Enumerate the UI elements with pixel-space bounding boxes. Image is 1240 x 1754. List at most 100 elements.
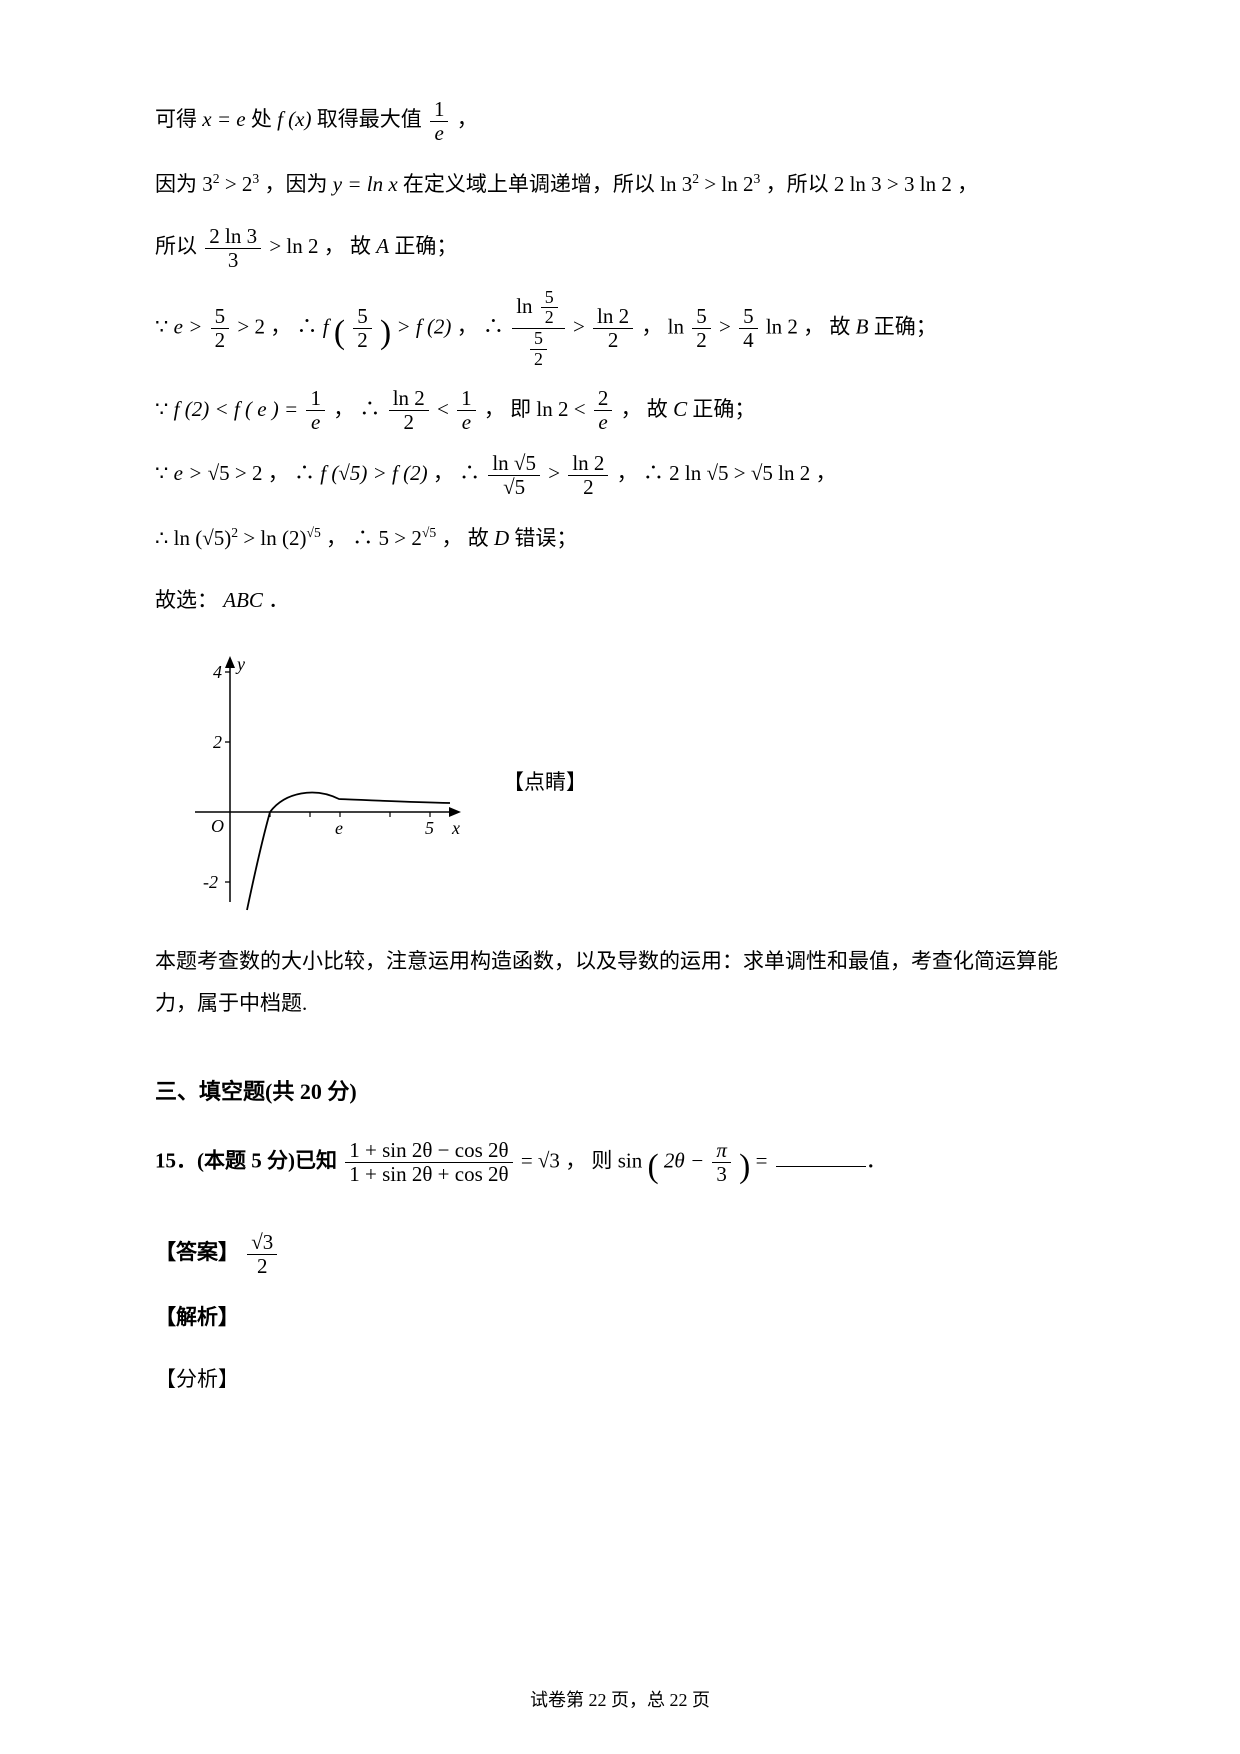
frac-1-e: 1 e: [306, 387, 325, 434]
solution-line-6: ∵ e > √5 > 2 ， ∴ f (√5) > f (2) ， ∴ ln √…: [155, 450, 1085, 499]
solution-line-7: ∴ ln (√5)2 > ln (2)√5 ， ∴ 5 > 2√5 ， 故 D …: [155, 515, 1085, 561]
answer-abc: ABC: [223, 588, 263, 612]
text: ， ∴: [433, 461, 480, 485]
text: 正确；: [394, 234, 457, 258]
text: ， 故: [803, 314, 856, 338]
math: 5 > 2: [379, 526, 422, 550]
math-x-eq-e: x = e: [202, 107, 245, 131]
text: 正确；: [874, 314, 937, 338]
answer-block: 【答案】 √3 2: [155, 1229, 1085, 1278]
math: f (2) < f ( e ) =: [174, 397, 299, 421]
label-D: D: [494, 526, 509, 550]
page-footer: 试卷第 22 页，总 22 页: [0, 1682, 1240, 1718]
label-B: B: [856, 314, 869, 338]
graph-row: 2 4 -2 e 5 x y O 【点睛】: [175, 642, 1085, 922]
q15-prefix: 15．(本题 5 分)已知: [155, 1148, 337, 1172]
math: > 2: [235, 461, 263, 485]
text: ， 故: [324, 234, 377, 258]
svg-text:O: O: [211, 816, 224, 836]
frac-lnsqrt5-sqrt5: ln √5 √5: [488, 452, 540, 499]
frac-ln2-2: ln 2 2: [568, 452, 608, 499]
text: ， ∴: [326, 526, 373, 550]
text: ∵: [155, 314, 168, 338]
math-2ln3-gt-3ln2: 2 ln 3 > 3 ln 2: [834, 172, 952, 196]
text: ∵: [155, 397, 168, 421]
math-gt-ln2: > ln 2: [269, 234, 318, 258]
math-2theta: 2θ −: [664, 1148, 710, 1172]
frac-1-e: 1 e: [457, 387, 476, 434]
svg-text:y: y: [235, 654, 245, 674]
text: 正确；: [692, 397, 755, 421]
text: ， 故: [621, 397, 674, 421]
answer-frac: √3 2: [247, 1231, 277, 1278]
q15-mid: ， 则: [565, 1148, 612, 1172]
solution-line-5: ∵ f (2) < f ( e ) = 1 e ， ∴ ln 2 2 < 1 e…: [155, 386, 1085, 435]
text: 处: [251, 107, 277, 131]
section-3-title: 三、填空题(共 20 分): [155, 1070, 1085, 1114]
gt-sign: >: [548, 461, 565, 485]
math: <: [437, 397, 454, 421]
svg-text:4: 4: [213, 662, 222, 682]
math: ln 32 > ln 23: [660, 172, 760, 196]
frac-ln52-over-52: ln 52 52: [512, 288, 565, 370]
text: ，: [957, 172, 978, 196]
solution-line-3: 所以 2 ln 3 3 > ln 2 ， 故 A 正确；: [155, 223, 1085, 272]
text: ， ∴: [457, 314, 504, 338]
text: 在定义域上单调递增，所以: [403, 172, 660, 196]
math: f (√5) > f (2): [320, 461, 427, 485]
frac-1-over-e: 1 e: [430, 98, 449, 145]
text: ，: [457, 107, 478, 131]
text: ， ∴: [617, 461, 664, 485]
gt-sign: >: [573, 314, 590, 338]
text: 因为: [155, 172, 197, 196]
frac-ln2-2: ln 2 2: [389, 387, 429, 434]
math: > 2: [237, 314, 265, 338]
text: ∵: [155, 461, 168, 485]
text: ， 即: [484, 397, 531, 421]
text: ，所以: [766, 172, 834, 196]
text: ，因为: [265, 172, 333, 196]
svg-text:x: x: [451, 818, 460, 838]
paren-right: ): [739, 1148, 750, 1185]
frac-5-2: 5 2: [353, 305, 372, 352]
answer-blank: [776, 1145, 866, 1167]
text: 故选：: [155, 588, 223, 612]
frac-2-e: 2 e: [594, 387, 613, 434]
frac-2ln3-3: 2 ln 3 3: [205, 225, 261, 272]
paren-right: ): [380, 314, 391, 351]
q15-eq-sqrt3: = √3: [521, 1148, 560, 1172]
svg-text:e: e: [335, 818, 343, 838]
math-sin: sin: [618, 1148, 643, 1172]
math: 2 ln √5 > √5 ln 2: [669, 461, 810, 485]
svg-text:5: 5: [425, 818, 434, 838]
math: ln (√5): [174, 526, 232, 550]
fenxi-label: 【分析】: [155, 1356, 1085, 1402]
text: ， 故: [441, 526, 494, 550]
frac-5-2: 5 2: [692, 305, 711, 352]
summary-text: 本题考查数的大小比较，注意运用构造函数，以及导数的运用：求单调性和最值，考查化简…: [155, 940, 1085, 1024]
svg-text:-2: -2: [203, 872, 218, 892]
answer-label: 【答案】: [155, 1240, 239, 1264]
frac-ln2-2: ln 2 2: [593, 305, 633, 352]
function-graph: 2 4 -2 e 5 x y O: [175, 642, 475, 922]
solution-answer: 故选： ABC ．: [155, 577, 1085, 623]
svg-text:2: 2: [213, 732, 222, 752]
frac-pi-3: π 3: [712, 1139, 731, 1186]
math: 32 > 23: [202, 172, 259, 196]
graph-caption: 【点睛】: [503, 761, 587, 803]
text: ， ∴: [268, 461, 315, 485]
solution-line-1: 可得 x = e 处 f (x) 取得最大值 1 e ，: [155, 96, 1085, 145]
math-sqrt5: √5: [208, 461, 230, 485]
q15-main-frac: 1 + sin 2θ − cos 2θ 1 + sin 2θ + cos 2θ: [345, 1139, 512, 1186]
math-y-lnx: y = ln x: [333, 172, 398, 196]
text: 所以: [155, 234, 197, 258]
question-15: 15．(本题 5 分)已知 1 + sin 2θ − cos 2θ 1 + si…: [155, 1130, 1085, 1204]
math: ln 2 <: [536, 397, 590, 421]
text: ．: [268, 588, 289, 612]
text: 错误；: [514, 526, 577, 550]
solution-line-2: 因为 32 > 23 ，因为 y = ln x 在定义域上单调递增，所以 ln …: [155, 161, 1085, 207]
label-C: C: [673, 397, 687, 421]
text: 可得: [155, 107, 202, 131]
paren-left: (: [334, 314, 345, 351]
math: e >: [174, 461, 208, 485]
